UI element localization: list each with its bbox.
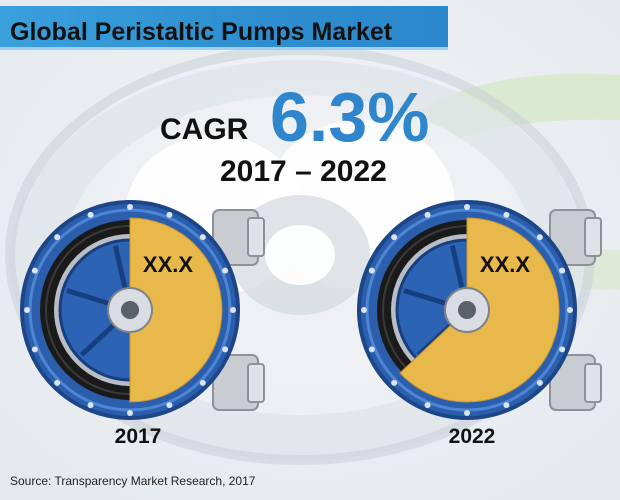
pump-bolt (87, 211, 94, 218)
pump-bolt (31, 346, 38, 353)
pump-bolt (559, 346, 566, 353)
pump-bolt (503, 211, 510, 218)
pump-port-top (247, 217, 265, 257)
pump-port-bottom (584, 363, 602, 403)
pump-bolt (230, 307, 236, 313)
pump-bolt (503, 402, 510, 409)
pump-bolt (567, 307, 573, 313)
pump-bolt (536, 379, 543, 386)
pump-bolt (391, 234, 398, 241)
pump-bolt (361, 307, 367, 313)
pie-data-label-2022: XX.X (480, 252, 530, 277)
pump-bolt (464, 410, 470, 416)
pump-pie-2017: XX.X (18, 190, 268, 430)
pump-bolt (368, 267, 375, 274)
cagr-period: 2017 – 2022 (220, 155, 387, 188)
pump-bolt (87, 402, 94, 409)
pump-bolt (424, 402, 431, 409)
pump-rotor-spoke (66, 288, 110, 306)
pump-rotor-spoke (449, 245, 465, 290)
pump-bolt (24, 307, 30, 313)
pump-rotor-spoke (79, 323, 116, 357)
pump-svg-2017: XX.X (20, 200, 265, 420)
pump-pie-2022: XX.X (355, 190, 605, 430)
pump-bolt (424, 211, 431, 218)
pump-hub-front-center (458, 301, 476, 319)
pump-bolt (559, 267, 566, 274)
pie-data-label-2017: XX.X (143, 252, 193, 277)
pump-bolt (127, 410, 133, 416)
pump-bolt (391, 379, 398, 386)
pump-bolt (199, 234, 206, 241)
pump-bolt (199, 379, 206, 386)
pie-slice-2017 (129, 217, 223, 403)
pump-bolt (368, 346, 375, 353)
category-label-2017: 2017 (114, 425, 162, 448)
pump-bolt (222, 267, 229, 274)
pump-bolt (166, 402, 173, 409)
pump-hub-front-center (121, 301, 139, 319)
pump-svg-2022: XX.X (357, 200, 602, 420)
pump-rotor-spoke (112, 245, 128, 290)
pump-bolt (166, 211, 173, 218)
pump-bolt (464, 204, 470, 210)
pump-bolt (127, 204, 133, 210)
category-label-2022: 2022 (448, 425, 496, 448)
pump-port-top (584, 217, 602, 257)
pump-port-bottom (247, 363, 265, 403)
cagr-label: CAGR (160, 113, 249, 146)
pump-bolt (54, 379, 61, 386)
pump-bolt (31, 267, 38, 274)
pump-bolt (536, 234, 543, 241)
cagr-block: CAGR 6.3% (160, 82, 460, 192)
chart-title: Global Peristaltic Pumps Market (10, 18, 393, 46)
pump-rotor-spoke (403, 288, 447, 306)
source-note: Source: Transparency Market Research, 20… (10, 474, 256, 488)
cagr-value: 6.3% (270, 78, 430, 156)
pump-bolt (54, 234, 61, 241)
pump-bolt (222, 346, 229, 353)
title-bar: Global Peristaltic Pumps Market (0, 6, 448, 50)
